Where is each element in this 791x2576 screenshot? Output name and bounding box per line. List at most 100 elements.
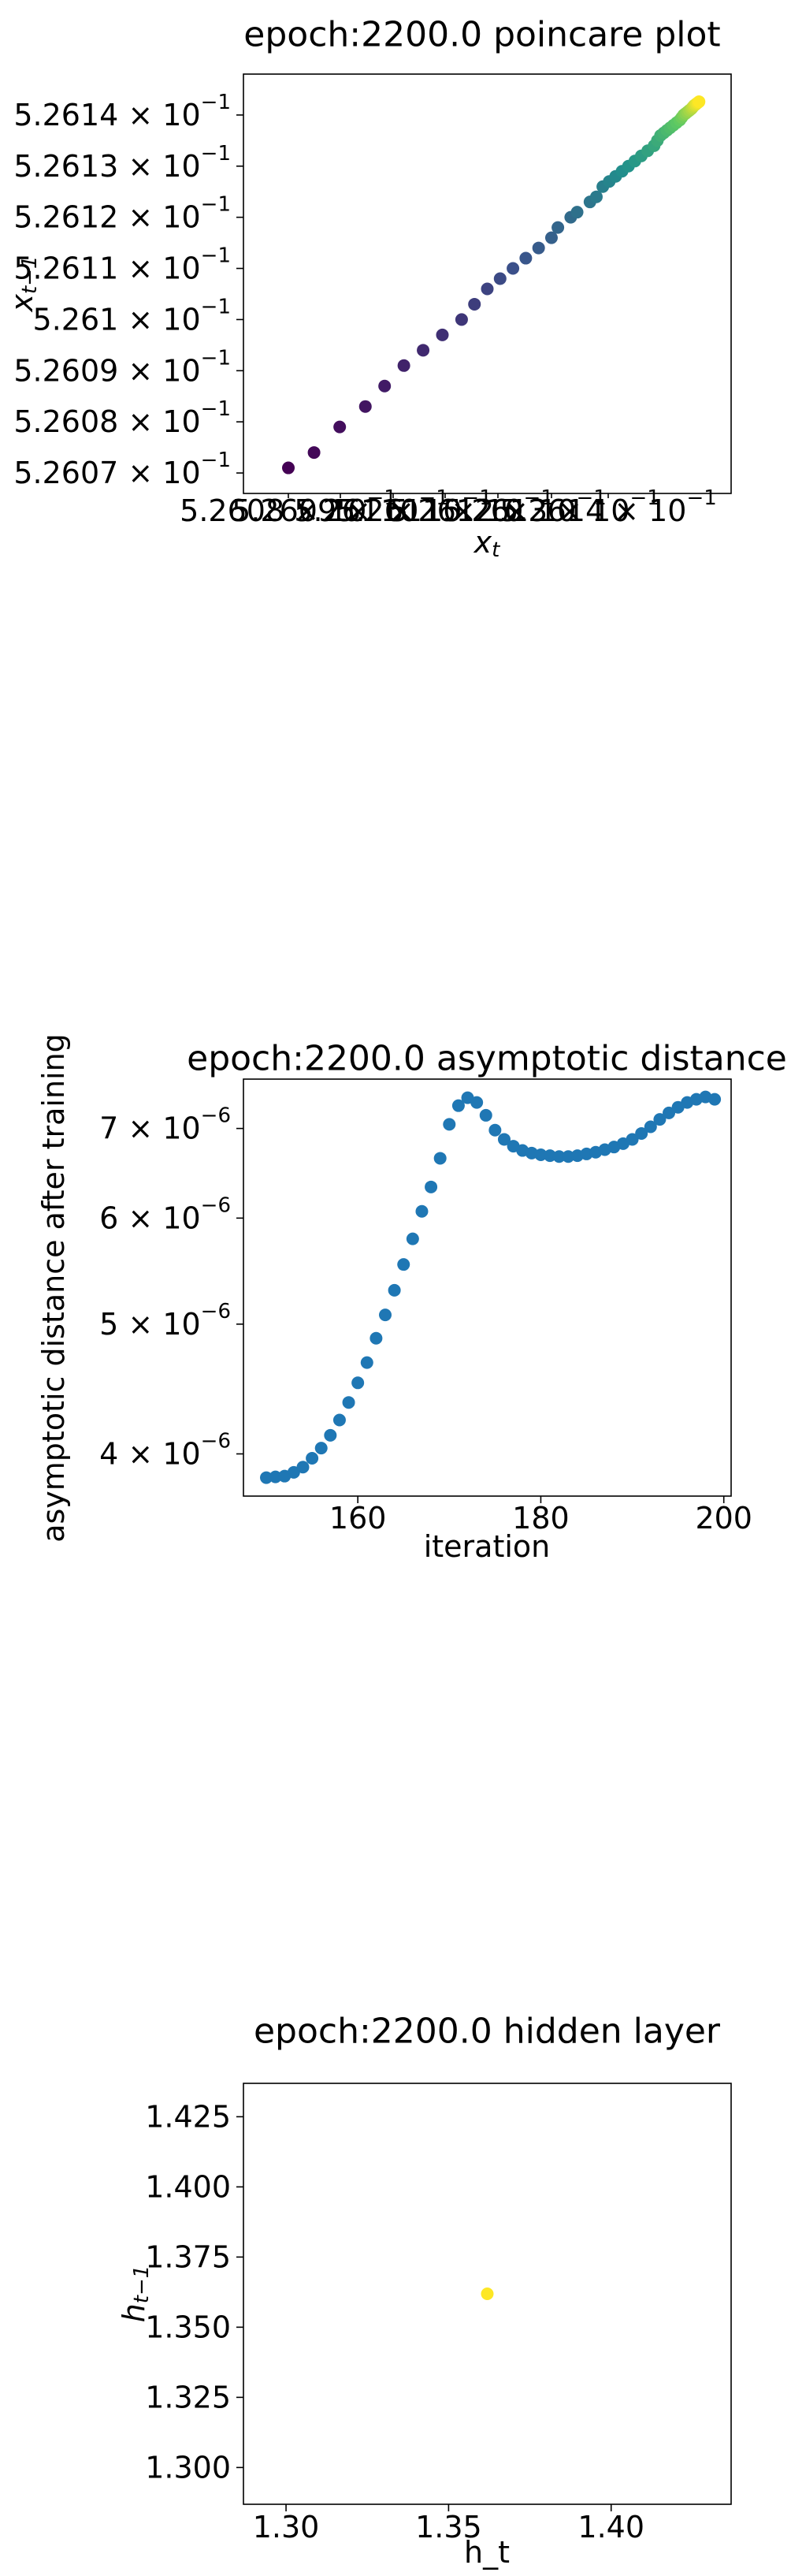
poincare-point [519,251,533,265]
asymptotic-x-tick-label: 160 [329,1501,387,1536]
asymptotic-point [433,1152,447,1165]
asymptotic-point [470,1096,484,1109]
hidden-layer-chart: epoch:2200.0 hidden layer 1.300 1.325 1.35… [117,2012,732,2570]
asymptotic-point [342,1396,355,1409]
poincare-x-tick-label: 5.2611 × 10−1 [336,486,554,528]
poincare-point [378,379,392,393]
asymptotic-y-tick-label: 6 × 10−6 [99,1193,231,1235]
asymptotic-point [663,1106,676,1119]
asymptotic-point [425,1180,438,1193]
asymptotic-point [388,1283,401,1297]
asymptotic-x-axis-label: iteration [424,1529,551,1564]
poincare-point [532,241,545,255]
poincare-x-tick-label: 5.2612 × 10−1 [389,486,607,528]
asymptotic-y-tick-label: 4 × 10−6 [99,1429,231,1471]
poincare-point [282,461,295,475]
asymptotic-point [497,1133,511,1146]
poincare-plot-frame [243,73,732,494]
asymptotic-point [451,1099,465,1112]
asymptotic-point [332,1413,346,1427]
hidden-layer-x-tick-label: 1.40 [577,2510,644,2544]
poincare-x-axis-label: xt [473,525,501,562]
poincare-point [436,328,449,341]
asymptotic-point [415,1204,429,1218]
poincare-x-tick-label: 5.2609 × 10−1 [232,486,449,528]
asymptotic-point [269,1470,282,1483]
hidden-layer-title: epoch:2200.0 hidden layer [254,2012,721,2052]
poincare-title: epoch:2200.0 poincare plot [243,15,720,55]
poincare-point [417,344,430,357]
poincare-points [282,95,706,475]
hidden-layer-point [481,2288,494,2300]
asymptotic-point [351,1376,365,1390]
hidden-layer-y-tick-label: 1.350 [145,2310,231,2344]
poincare-y-tick-label: 5.261 × 10−1 [33,295,231,337]
asymptotic-point [324,1428,337,1442]
hidden-layer-y-tick-label: 1.425 [145,2099,231,2134]
asymptotic-chart: epoch:2200.0 asymptotic distance 4 × 10−… [36,1033,787,1564]
asymptotic-y-ticks: 4 × 10−6 5 × 10−6 6 × 10−6 7 × 10−6 [99,1104,243,1471]
hidden-layer-y-axis-label: ht−1 [117,2265,154,2323]
asymptotic-point [296,1461,310,1474]
asymptotic-plot-frame [243,1078,732,1497]
asymptotic-point [360,1356,373,1369]
asymptotic-x-tick-label: 200 [695,1501,752,1536]
asymptotic-y-axis-label: asymptotic distance after training [36,1033,71,1543]
asymptotic-points [260,1090,722,1484]
hidden-layer-points [481,2288,494,2300]
poincare-point [468,297,481,311]
poincare-point [455,313,468,326]
poincare-y-tick-label: 5.2614 × 10−1 [13,91,231,132]
asymptotic-point [626,1133,639,1146]
hidden-layer-y-tick-label: 1.325 [145,2380,231,2414]
asymptotic-y-tick-label: 7 × 10−6 [99,1104,231,1146]
asymptotic-point [379,1308,392,1322]
poincare-chart: epoch:2200.0 poincare plot 5.2607 × 10−1… [5,15,732,562]
poincare-point [333,420,347,434]
hidden-layer-y-tick-label: 1.375 [145,2239,231,2274]
hidden-layer-plot-frame [243,2083,732,2505]
poincare-point [307,446,321,460]
poincare-y-tick-label: 5.2612 × 10−1 [13,193,231,235]
asymptotic-point [644,1120,657,1134]
poincare-point [358,400,372,413]
asymptotic-point [443,1118,456,1131]
asymptotic-point [562,1150,575,1163]
poincare-x-tick-label: 5.261 × 10−1 [294,486,492,528]
asymptotic-point [287,1465,300,1479]
asymptotic-point [397,1258,410,1271]
hidden-layer-y-ticks: 1.300 1.325 1.350 1.375 1.400 1.425 [145,2099,243,2485]
hidden-layer-x-tick-label: 1.35 [415,2510,482,2544]
hidden-layer-x-tick-label: 1.30 [253,2510,320,2544]
asymptotic-x-ticks: 160 180 200 [329,1496,752,1536]
poincare-point [481,282,494,296]
poincare-point [551,221,565,234]
asymptotic-x-tick-label: 180 [512,1501,570,1536]
asymptotic-title: epoch:2200.0 asymptotic distance [187,1039,787,1079]
poincare-x-tick-label: 5.2608 × 10−1 [180,486,397,528]
poincare-y-tick-label: 5.2613 × 10−1 [13,142,231,184]
poincare-point [570,206,584,219]
asymptotic-y-tick-label: 5 × 10−6 [99,1300,231,1342]
poincare-y-axis-label: xt−1 [5,255,42,312]
poincare-y-tick-label: 5.2611 × 10−1 [13,244,231,286]
poincare-x-ticks: 5.2608 × 10−15.2609 × 10−15.261 × 10−15.… [180,486,717,528]
asymptotic-point [534,1148,548,1162]
asymptotic-point [479,1108,492,1122]
asymptotic-point [544,1149,557,1163]
asymptotic-point [306,1452,319,1465]
hidden-layer-y-tick-label: 1.400 [145,2169,231,2204]
poincare-y-tick-label: 5.2607 × 10−1 [13,449,231,490]
hidden-layer-x-axis-label: h_t [464,2535,510,2570]
asymptotic-point [370,1331,383,1345]
asymptotic-point [314,1442,328,1455]
poincare-point [493,272,507,285]
poincare-y-tick-label: 5.2608 × 10−1 [13,397,231,439]
poincare-y-ticks: 5.2607 × 10−1 5.2608 × 10−1 5.2609 × 10−1 5… [13,91,243,490]
asymptotic-point [406,1232,419,1245]
asymptotic-point [635,1126,648,1140]
asymptotic-point [260,1471,273,1484]
poincare-point [507,262,520,275]
poincare-y-tick-label: 5.2609 × 10−1 [13,346,231,388]
